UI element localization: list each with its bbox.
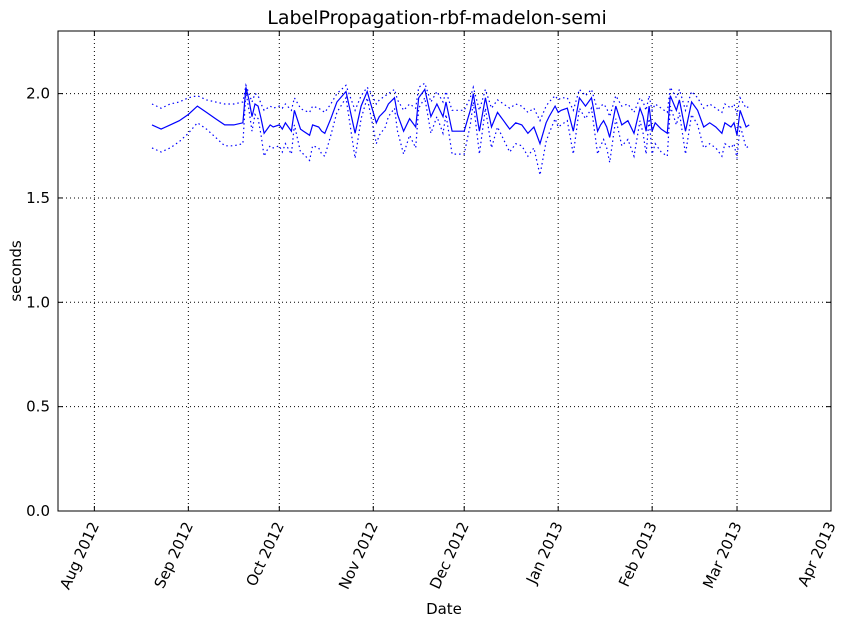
x-tick-label: Jan 2013	[522, 519, 567, 587]
series-bound-line	[151, 82, 750, 123]
plot-frame	[57, 30, 832, 512]
series-mean-line	[151, 87, 750, 146]
y-axis-label: seconds	[7, 240, 25, 301]
x-tick-label: Feb 2013	[615, 519, 661, 590]
x-tick-label: Sep 2012	[151, 519, 197, 591]
series-bound-line	[151, 91, 750, 176]
x-tick-label: Mar 2013	[699, 519, 745, 591]
x-axis-label: Date	[426, 600, 462, 618]
y-tick-label: 1.5	[26, 189, 50, 207]
x-tick-label: Oct 2012	[242, 519, 287, 589]
y-tick-label: 0.5	[26, 398, 50, 416]
x-axis: Aug 2012 Sep 2012 Oct 2012 Nov 2012 Dec 2012…	[56, 31, 840, 592]
y-tick-label: 1.0	[26, 293, 50, 311]
series-layer	[151, 82, 750, 176]
y-axis: 0.0 0.5 1.0 1.5 2.0	[26, 85, 831, 520]
x-tick-label: Nov 2012	[335, 519, 382, 592]
x-tick-label: Aug 2012	[56, 519, 103, 592]
chart-title: LabelPropagation-rbf-madelon-semi	[267, 7, 607, 29]
x-tick-label: Dec 2012	[426, 519, 473, 592]
y-tick-label: 0.0	[26, 502, 50, 520]
x-tick-label: Apr 2013	[794, 519, 839, 589]
y-tick-label: 2.0	[26, 85, 50, 103]
